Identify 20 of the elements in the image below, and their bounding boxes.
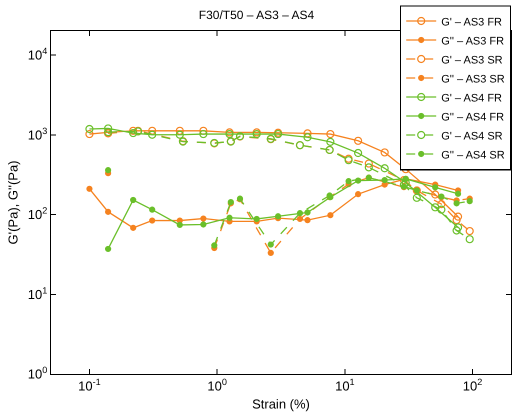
x-tick-label: 10$^{2}$ bbox=[462, 377, 482, 394]
y-axis-title: G'(Pa), G''(Pa) bbox=[6, 160, 21, 245]
legend-label: G'' – AS3 FR bbox=[441, 35, 504, 48]
chart-title: F30/T50 – AS3 – AS4 bbox=[198, 8, 315, 22]
legend-label: G'' – AS4 SR bbox=[441, 149, 505, 162]
y-tick-label: 10$^{3}$ bbox=[28, 126, 48, 142]
y-tick-label: 10$^{1}$ bbox=[28, 285, 48, 302]
x-tick-label: 10$^{1}$ bbox=[335, 377, 355, 394]
legend-label: G' – AS3 SR bbox=[441, 54, 503, 66]
legend-label: G' – AS4 SR bbox=[441, 130, 503, 142]
x-axis-title: Strain (%) bbox=[252, 396, 310, 412]
y-tick-label: 10$^{4}$ bbox=[28, 46, 48, 63]
y-tick-label: 10$^{0}$ bbox=[28, 365, 48, 382]
legend-label: G'' – AS3 SR bbox=[441, 73, 505, 86]
legend-label: G' – AS3 FR bbox=[441, 16, 502, 28]
legend-label: G' – AS4 FR bbox=[441, 92, 502, 104]
x-tick-label: 10$^{0}$ bbox=[207, 377, 227, 394]
x-tick-label: 10$^{-1}$ bbox=[78, 377, 101, 394]
legend-label: G'' – AS4 FR bbox=[441, 111, 504, 124]
y-tick-label: 10$^{2}$ bbox=[28, 206, 48, 222]
